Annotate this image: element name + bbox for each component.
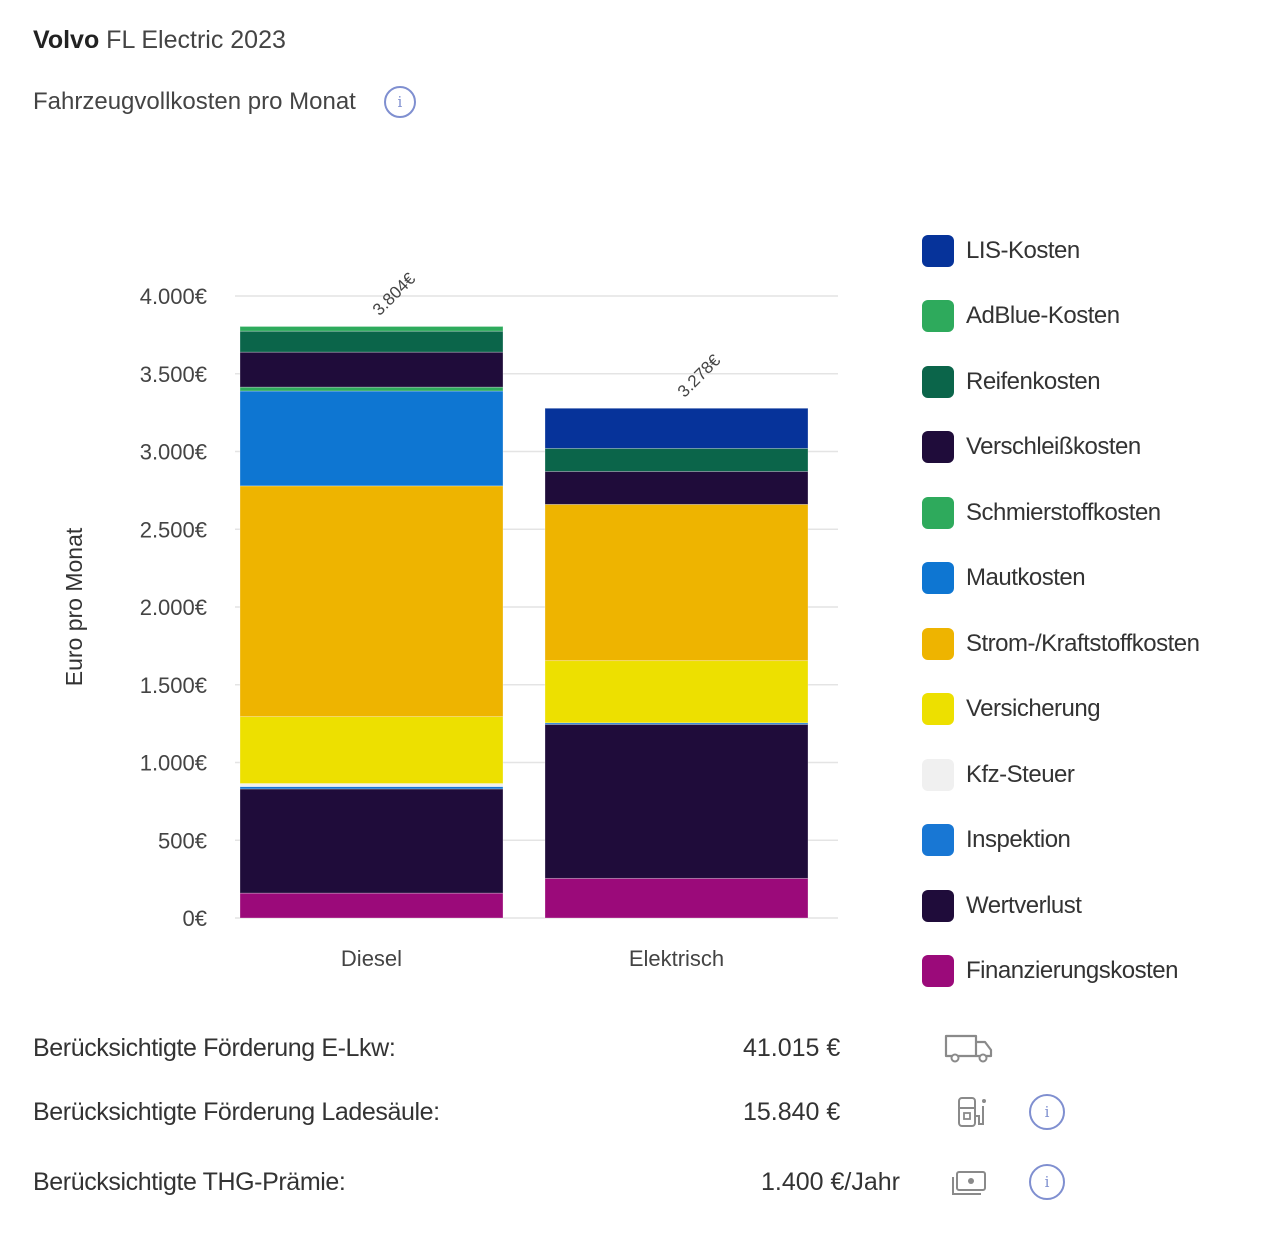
legend-label: Wertverlust <box>966 891 1082 919</box>
info-icon[interactable]: i <box>1029 1094 1065 1130</box>
chart-legend: LIS-Kosten AdBlue-Kosten Reifenkosten Versc… <box>922 218 1200 1005</box>
bar-segment-finanzierungskosten <box>239 892 504 919</box>
legend-label: Kfz-Steuer <box>966 760 1075 788</box>
legend-swatch <box>922 627 954 660</box>
legend-item[interactable]: Wertverlust <box>922 873 1199 939</box>
legend-item[interactable]: Inspektion <box>922 808 1199 874</box>
legend-item[interactable]: Finanzierungskosten <box>922 939 1199 1005</box>
bar-segment-schmierstoffkosten <box>239 386 504 392</box>
legend-label: Inspektion <box>966 826 1071 854</box>
legend-item[interactable]: Kfz-Steuer <box>922 742 1199 808</box>
y-tick-label: 3.500€ <box>140 362 207 387</box>
y-axis-title: Euro pro Monat <box>61 527 87 686</box>
legend-item[interactable]: Strom-/Kraftstoffkosten <box>922 611 1200 677</box>
legend-swatch <box>922 955 954 988</box>
bar-segment-wertverlust <box>239 788 504 894</box>
subsidy-row-thg: Berücksichtigte THG-Prämie: 1.400 €/Jahr… <box>33 1162 1133 1202</box>
subsidy-value: 15.840 € <box>743 1097 841 1126</box>
bar-segment-verschlei-kosten <box>544 471 809 505</box>
subsidy-value: 41.015 € <box>743 1033 841 1062</box>
legend-label: Mautkosten <box>966 564 1086 592</box>
info-icon[interactable]: i <box>1029 1164 1065 1200</box>
legend-label: Verschleißkosten <box>966 433 1141 461</box>
vehicle-brand: Volvo <box>33 26 100 54</box>
bar-segment-kfz-steuer <box>239 783 504 788</box>
legend-swatch <box>922 234 954 267</box>
bar-segment-strom-kraftstoffkosten <box>239 485 504 718</box>
y-tick-label: 0€ <box>183 906 207 931</box>
legend-item[interactable]: Verschleißkosten <box>922 415 1199 481</box>
y-tick-label: 2.500€ <box>140 517 207 542</box>
y-tick-label: 1.000€ <box>140 751 207 776</box>
subsidy-row-e-lkw: Berücksichtigte Förderung E-Lkw: 41.015 … <box>33 1028 1133 1068</box>
y-tick-label: 3.000€ <box>140 440 207 465</box>
bar-segment-adblue-kosten <box>239 326 504 332</box>
legend-swatch <box>922 562 954 595</box>
legend-swatch <box>922 431 954 464</box>
legend-label: Strom-/Kraftstoffkosten <box>966 629 1200 657</box>
money-icon <box>949 1168 989 1203</box>
bar-segment-wertverlust <box>544 724 809 879</box>
bar-segment-reifenkosten <box>544 447 809 472</box>
bar-segment-finanzierungskosten <box>544 877 809 919</box>
y-tick-label: 4.000€ <box>140 284 207 309</box>
y-tick-label: 1.500€ <box>140 673 207 698</box>
legend-swatch <box>922 889 954 922</box>
bar-segment-versicherung <box>239 716 504 784</box>
legend-item[interactable]: Schmierstoffkosten <box>922 480 1199 546</box>
subsidy-label: Berücksichtigte Förderung E-Lkw: <box>33 1033 396 1062</box>
legend-item[interactable]: Mautkosten <box>922 546 1199 612</box>
stacked-bar-chart: 0€ 500€ 1.000€ 1.500€ 2.000€ 2.500€ 3.000€ 3.50… <box>61 269 838 971</box>
bar-segment-lis-kosten <box>544 407 809 449</box>
vehicle-title: Volvo FL Electric 2023 <box>33 26 286 55</box>
legend-swatch <box>922 824 954 857</box>
subsidy-row-ladesaeule: Berücksichtigte Förderung Ladesäule: 15.… <box>33 1092 1133 1132</box>
legend-label: AdBlue-Kosten <box>966 302 1120 330</box>
bar-segment-strom-kraftstoffkosten <box>544 503 809 662</box>
bar-segment-verschlei-kosten <box>239 351 504 388</box>
legend-swatch <box>922 300 954 333</box>
legend-swatch <box>922 758 954 791</box>
legend-label: Reifenkosten <box>966 367 1101 395</box>
chart-subtitle-row: Fahrzeugvollkosten pro Monat i <box>33 86 416 118</box>
legend-swatch <box>922 496 954 529</box>
bar-segment-reifenkosten <box>239 330 504 353</box>
legend-swatch <box>922 693 954 726</box>
legend-item[interactable]: AdBlue-Kosten <box>922 284 1199 350</box>
charging-station-icon <box>955 1094 991 1135</box>
y-tick-label: 500€ <box>158 828 207 853</box>
bar-total-label: 3.804€ <box>369 269 420 320</box>
subsidy-label: Berücksichtigte THG-Prämie: <box>33 1167 346 1196</box>
y-tick-label: 2.000€ <box>140 595 207 620</box>
legend-swatch <box>922 365 954 398</box>
legend-label: Versicherung <box>966 695 1101 723</box>
legend-item[interactable]: LIS-Kosten <box>922 218 1199 284</box>
subsidy-label: Berücksichtigte Förderung Ladesäule: <box>33 1097 440 1126</box>
info-icon[interactable]: i <box>383 86 416 118</box>
legend-label: Schmierstoffkosten <box>966 498 1161 526</box>
x-tick-label: Diesel <box>341 946 402 971</box>
bar-segment-versicherung <box>544 660 809 724</box>
vehicle-model: FL Electric 2023 <box>106 26 286 54</box>
bar-segment-mautkosten <box>239 390 504 487</box>
legend-item[interactable]: Versicherung <box>922 677 1199 743</box>
x-tick-label: Elektrisch <box>629 946 724 971</box>
bar-total-label: 3.278€ <box>674 351 725 402</box>
chart-subtitle: Fahrzeugvollkosten pro Monat <box>33 88 356 115</box>
legend-label: LIS-Kosten <box>966 236 1080 264</box>
legend-item[interactable]: Reifenkosten <box>922 349 1199 415</box>
subsidy-value: 1.400 €/Jahr <box>761 1167 900 1196</box>
legend-label: Finanzierungskosten <box>966 957 1178 985</box>
truck-icon <box>943 1032 995 1069</box>
